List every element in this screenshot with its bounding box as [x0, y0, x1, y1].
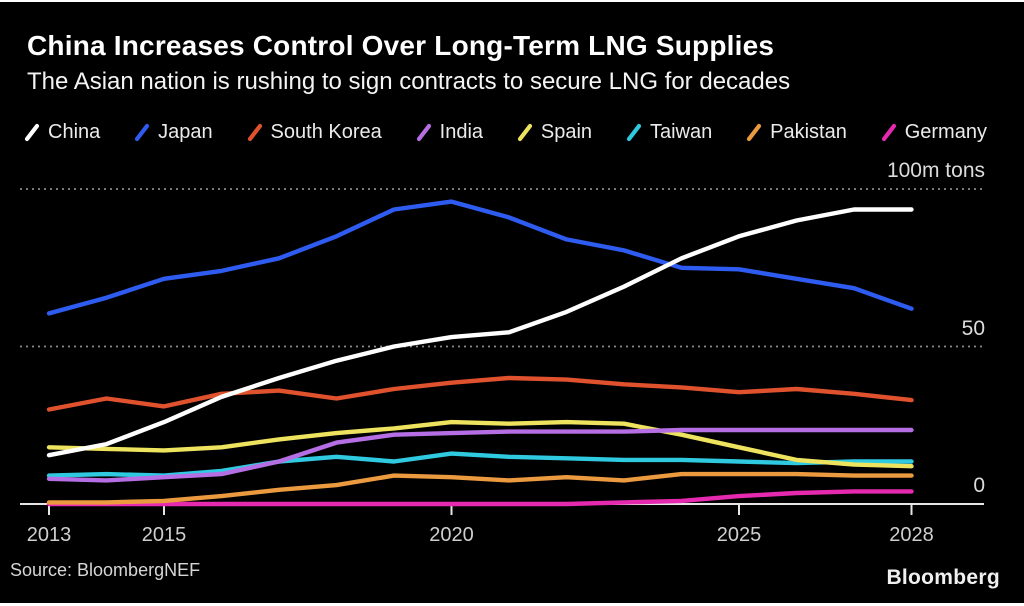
- legend-item-india: India: [416, 121, 483, 144]
- legend-swatch-germany: [881, 123, 896, 141]
- legend-item-japan: Japan: [134, 121, 213, 144]
- series-line-spain: [46, 419, 914, 469]
- source-text: Source: BloombergNEF: [10, 560, 201, 580]
- x-tick-label-2028: 2028: [889, 524, 934, 546]
- legend-item-taiwan: Taiwan: [626, 121, 712, 144]
- y-axis-label-100: 100m tons: [886, 159, 985, 182]
- x-tick-label-2013: 2013: [26, 524, 72, 546]
- legend-swatch-taiwan: [626, 123, 642, 141]
- legend: China Japan South Korea India Spain Taiwan Pak…: [24, 118, 987, 146]
- legend-swatch-pakistan: [747, 123, 762, 141]
- legend-swatch-spain: [517, 123, 533, 141]
- x-tick-label-2025: 2025: [716, 524, 762, 546]
- legend-label-germany: Germany: [904, 120, 987, 143]
- x-tick-label-2020: 2020: [429, 524, 474, 546]
- legend-label-spain: Spain: [540, 120, 593, 143]
- legend-label-japan: Japan: [158, 120, 213, 143]
- legend-item-pakistan: Pakistan: [746, 121, 847, 144]
- legend-item-south-korea: South Korea: [247, 121, 382, 144]
- legend-label-pakistan: Pakistan: [770, 120, 847, 143]
- legend-label-china: China: [48, 120, 101, 143]
- legend-label-taiwan: Taiwan: [649, 120, 713, 143]
- legend-label-india: India: [439, 120, 484, 143]
- series-line-japan: [46, 199, 914, 316]
- legend-item-spain: Spain: [517, 121, 592, 144]
- y-axis-label-50: 50: [961, 316, 985, 340]
- legend-swatch-japan: [135, 123, 150, 141]
- series-line-china: [46, 207, 914, 458]
- series-line-taiwan: [46, 451, 914, 478]
- series-line-pakistan: [46, 471, 914, 505]
- x-tick-label-2015: 2015: [141, 524, 187, 546]
- legend-swatch-china: [24, 123, 40, 141]
- y-axis-label-0: 0: [973, 474, 985, 497]
- legend-item-germany: Germany: [881, 121, 987, 144]
- chart-subtitle: The Asian nation is rushing to sign cont…: [27, 68, 791, 95]
- legend-item-china: China: [24, 121, 100, 144]
- chart-title: China Increases Control Over Long-Term L…: [27, 30, 775, 61]
- series-line-india: [46, 427, 914, 483]
- legend-swatch-south-korea: [247, 123, 262, 141]
- series-line-south-korea: [46, 375, 914, 412]
- bloomberg-logo: Bloomberg: [886, 566, 1000, 589]
- series-line-germany: [46, 489, 914, 507]
- legend-label-south-korea: South Korea: [270, 120, 382, 143]
- legend-swatch-india: [416, 123, 431, 141]
